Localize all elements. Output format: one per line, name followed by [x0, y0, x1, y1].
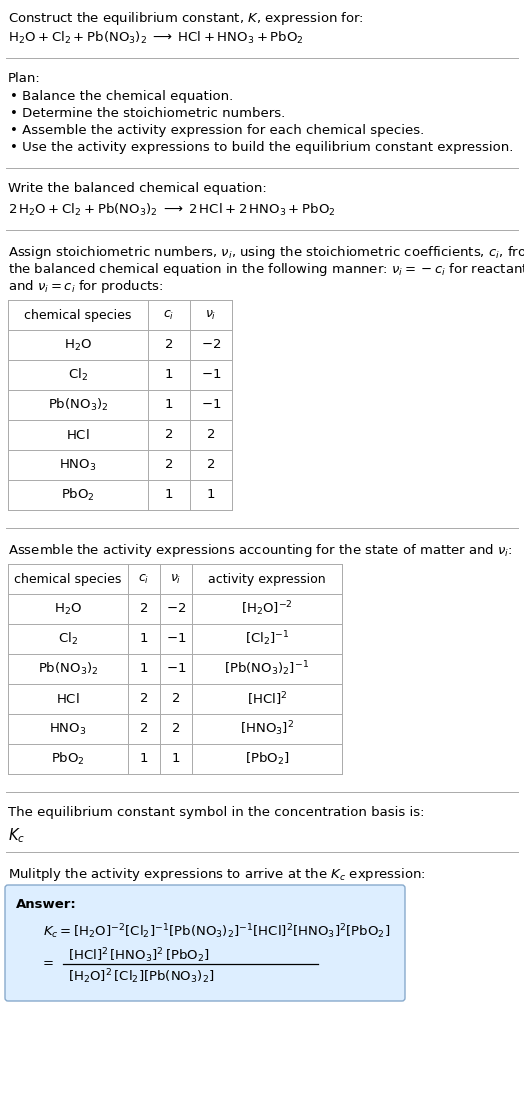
Text: $[\mathrm{Pb(NO_3)_2}]^{-1}$: $[\mathrm{Pb(NO_3)_2}]^{-1}$ [224, 659, 310, 678]
Text: $\mathrm{Cl_2}$: $\mathrm{Cl_2}$ [68, 367, 88, 383]
Text: 1: 1 [140, 752, 148, 765]
Text: Plan:: Plan: [8, 72, 41, 85]
Text: chemical species: chemical species [14, 573, 122, 586]
Text: $\mathrm{PbO_2}$: $\mathrm{PbO_2}$ [51, 751, 85, 767]
Text: $-1$: $-1$ [166, 663, 186, 676]
Text: 1: 1 [165, 489, 173, 501]
Text: • Assemble the activity expression for each chemical species.: • Assemble the activity expression for e… [10, 124, 424, 137]
Text: $\mathrm{PbO_2}$: $\mathrm{PbO_2}$ [61, 487, 95, 503]
Text: 1: 1 [172, 752, 180, 765]
Text: $\mathrm{H_2O}$: $\mathrm{H_2O}$ [64, 337, 92, 352]
Text: 2: 2 [165, 458, 173, 471]
Text: $\mathrm{H_2O}$: $\mathrm{H_2O}$ [54, 601, 82, 617]
Text: 2: 2 [140, 602, 148, 615]
Text: $\mathrm{HNO_3}$: $\mathrm{HNO_3}$ [49, 721, 87, 737]
Text: $\mathrm{2\,H_2O + Cl_2 + Pb(NO_3)_2 \;\longrightarrow\; 2\,HCl + 2\,HNO_3 + PbO: $\mathrm{2\,H_2O + Cl_2 + Pb(NO_3)_2 \;\… [8, 201, 335, 218]
Text: Assign stoichiometric numbers, $\nu_i$, using the stoichiometric coefficients, $: Assign stoichiometric numbers, $\nu_i$, … [8, 244, 524, 261]
Text: 1: 1 [140, 663, 148, 676]
Text: $-1$: $-1$ [201, 399, 221, 412]
Text: Answer:: Answer: [16, 898, 77, 911]
Text: $\mathrm{Pb(NO_3)_2}$: $\mathrm{Pb(NO_3)_2}$ [38, 661, 98, 677]
Text: activity expression: activity expression [208, 573, 326, 586]
Text: 1: 1 [165, 399, 173, 412]
Text: 1: 1 [165, 369, 173, 382]
Text: $[\mathrm{HCl}]^2$: $[\mathrm{HCl}]^2$ [247, 690, 287, 708]
Text: 2: 2 [140, 693, 148, 706]
Text: $[\mathrm{H_2O}]^{-2}$: $[\mathrm{H_2O}]^{-2}$ [241, 600, 293, 619]
Text: 1: 1 [140, 632, 148, 645]
Text: $c_i$: $c_i$ [138, 573, 150, 586]
Text: $\mathrm{HNO_3}$: $\mathrm{HNO_3}$ [59, 457, 97, 472]
Text: • Balance the chemical equation.: • Balance the chemical equation. [10, 90, 233, 103]
Text: $-2$: $-2$ [201, 338, 221, 351]
Text: 2: 2 [172, 693, 180, 706]
Text: Construct the equilibrium constant, $K$, expression for:: Construct the equilibrium constant, $K$,… [8, 10, 364, 28]
FancyBboxPatch shape [5, 885, 405, 1001]
Text: Assemble the activity expressions accounting for the state of matter and $\nu_i$: Assemble the activity expressions accoun… [8, 542, 512, 559]
Text: $K_c = [\mathrm{H_2O}]^{-2}[\mathrm{Cl_2}]^{-1}[\mathrm{Pb(NO_3)_2}]^{-1}[\mathr: $K_c = [\mathrm{H_2O}]^{-2}[\mathrm{Cl_2… [43, 922, 390, 940]
Text: Write the balanced chemical equation:: Write the balanced chemical equation: [8, 182, 267, 195]
Text: $-1$: $-1$ [166, 632, 186, 645]
Text: The equilibrium constant symbol in the concentration basis is:: The equilibrium constant symbol in the c… [8, 806, 424, 819]
Text: 2: 2 [140, 722, 148, 735]
Text: $[\mathrm{Cl_2}]^{-1}$: $[\mathrm{Cl_2}]^{-1}$ [245, 630, 289, 648]
Text: $[\mathrm{H_2O}]^2\,[\mathrm{Cl_2}][\mathrm{Pb(NO_3)_2}]$: $[\mathrm{H_2O}]^2\,[\mathrm{Cl_2}][\mat… [68, 967, 214, 985]
Text: • Use the activity expressions to build the equilibrium constant expression.: • Use the activity expressions to build … [10, 141, 514, 154]
Text: the balanced chemical equation in the following manner: $\nu_i = -c_i$ for react: the balanced chemical equation in the fo… [8, 261, 524, 277]
Text: 2: 2 [207, 428, 215, 442]
Text: $\mathrm{HCl}$: $\mathrm{HCl}$ [66, 428, 90, 442]
Text: $\mathrm{HCl}$: $\mathrm{HCl}$ [56, 693, 80, 706]
Text: $\mathrm{Pb(NO_3)_2}$: $\mathrm{Pb(NO_3)_2}$ [48, 397, 108, 413]
Text: 2: 2 [172, 722, 180, 735]
Text: 2: 2 [165, 428, 173, 442]
Text: and $\nu_i = c_i$ for products:: and $\nu_i = c_i$ for products: [8, 277, 163, 295]
Text: $[\mathrm{HNO_3}]^2$: $[\mathrm{HNO_3}]^2$ [240, 720, 294, 739]
Text: $-2$: $-2$ [166, 602, 186, 615]
Text: $\mathrm{Cl_2}$: $\mathrm{Cl_2}$ [58, 631, 78, 647]
Text: $\nu_i$: $\nu_i$ [205, 308, 217, 321]
Text: $\mathrm{H_2O + Cl_2 + Pb(NO_3)_2 \;\longrightarrow\; HCl + HNO_3 + PbO_2}$: $\mathrm{H_2O + Cl_2 + Pb(NO_3)_2 \;\lon… [8, 30, 304, 46]
Text: $-1$: $-1$ [201, 369, 221, 382]
Text: 2: 2 [165, 338, 173, 351]
Text: $\nu_i$: $\nu_i$ [170, 573, 182, 586]
Text: $c_i$: $c_i$ [163, 308, 174, 321]
Text: Mulitply the activity expressions to arrive at the $K_c$ expression:: Mulitply the activity expressions to arr… [8, 866, 426, 883]
Text: =: = [43, 958, 54, 970]
Text: • Determine the stoichiometric numbers.: • Determine the stoichiometric numbers. [10, 107, 285, 120]
Text: $[\mathrm{HCl}]^2\,[\mathrm{HNO_3}]^2\,[\mathrm{PbO_2}]$: $[\mathrm{HCl}]^2\,[\mathrm{HNO_3}]^2\,[… [68, 946, 210, 964]
Text: $[\mathrm{PbO_2}]$: $[\mathrm{PbO_2}]$ [245, 751, 289, 767]
Text: 2: 2 [207, 458, 215, 471]
Text: $K_c$: $K_c$ [8, 826, 25, 844]
Text: 1: 1 [207, 489, 215, 501]
Text: chemical species: chemical species [24, 308, 132, 321]
